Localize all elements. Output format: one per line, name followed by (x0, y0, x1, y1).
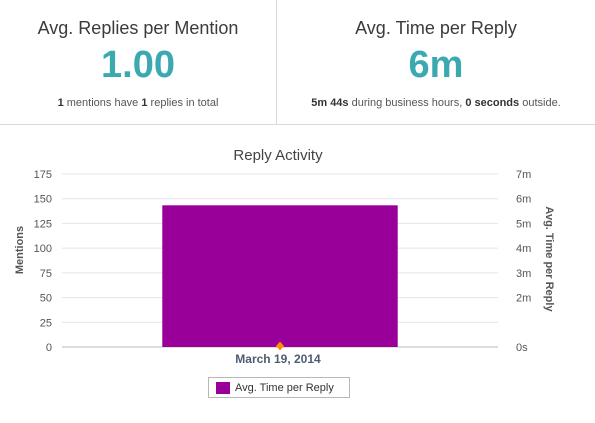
avg-replies-title: Avg. Replies per Mention (37, 18, 239, 38)
left-tick-label: 175 (34, 169, 52, 181)
left-tick-label: 50 (40, 293, 52, 305)
x-category-label: March 19, 2014 (235, 352, 321, 366)
legend-label: Avg. Time per Reply (235, 382, 334, 394)
left-tick-label: 125 (34, 218, 52, 230)
note-text-4: outside. (519, 97, 561, 109)
avg-time-card: Avg. Time per Reply 6m 5m 44s during bus… (277, 0, 595, 124)
stats-divider-vertical (276, 0, 277, 124)
note-text-3: during business hours, (348, 97, 466, 109)
avg-time-value: 6m (408, 44, 464, 86)
left-axis-label: Mentions (14, 226, 26, 274)
avg-replies-value: 1.00 (101, 44, 175, 86)
chart-title: Reply Activity (233, 147, 323, 164)
right-tick-label: 2m (516, 293, 531, 305)
bar-avg-time-per-reply (162, 205, 398, 347)
right-axis-label: Avg. Time per Reply (543, 206, 555, 312)
right-tick-label: 6m (516, 194, 531, 206)
avg-replies-card: Avg. Replies per Mention 1.00 1 mentions… (0, 0, 276, 124)
left-tick-label: 75 (40, 268, 52, 280)
replies-count: 1 (141, 97, 148, 109)
avg-time-title: Avg. Time per Reply (355, 18, 517, 38)
stats-panel: Avg. Replies per Mention 1.00 1 mentions… (0, 0, 595, 128)
avg-replies-note: 1 mentions have 1 replies in total (0, 97, 276, 109)
right-tick-label: 7m (516, 169, 531, 181)
business-hours-time: 5m 44s (311, 97, 349, 109)
chart-legend[interactable]: Avg. Time per Reply (208, 377, 350, 398)
note-text-2: replies in total (147, 97, 219, 109)
right-tick-label: 5m (516, 218, 531, 230)
right-tick-label: 3m (516, 268, 531, 280)
avg-time-note: 5m 44s during business hours, 0 seconds … (277, 97, 595, 109)
left-tick-label: 0 (46, 342, 52, 354)
stats-divider-horizontal (0, 124, 595, 125)
reply-activity-chart: Reply Activity 0 25 50 75 100 125 150 175 0s 2m 3… (14, 147, 555, 366)
point-mentions (276, 341, 284, 351)
right-tick-label: 4m (516, 243, 531, 255)
legend-swatch (216, 382, 230, 394)
right-tick-label: 0s (516, 342, 528, 354)
outside-hours-time: 0 seconds (465, 97, 520, 109)
left-tick-label: 25 (40, 317, 52, 329)
note-text-1: mentions have (63, 97, 142, 109)
left-tick-label: 100 (34, 243, 52, 255)
mentions-count: 1 (57, 97, 64, 109)
left-tick-label: 150 (34, 194, 52, 206)
